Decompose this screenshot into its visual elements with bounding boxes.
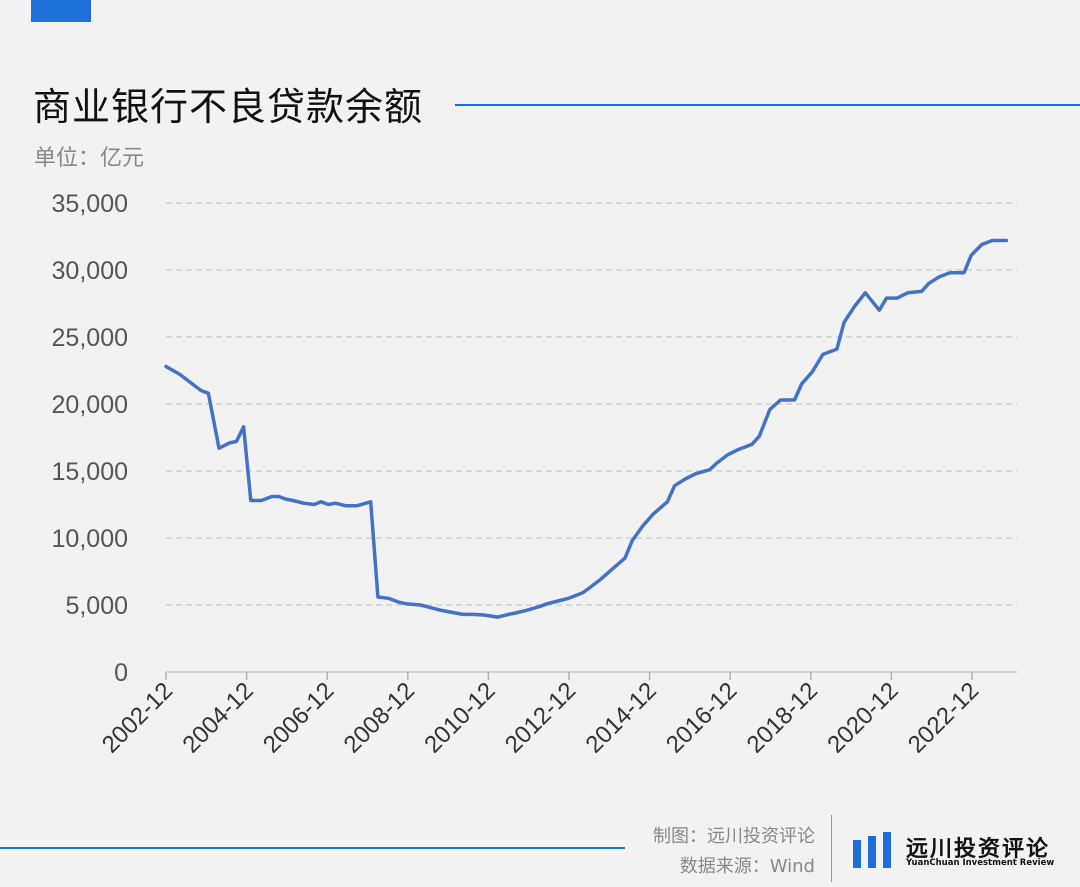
y-tick-label: 0 xyxy=(114,659,128,687)
logo-name: 远川投资评论 xyxy=(906,837,1051,862)
accent-block xyxy=(31,0,91,22)
gridlines xyxy=(166,202,1017,606)
x-tick-label: 2020-12 xyxy=(822,677,903,758)
x-tick-label: 2016-12 xyxy=(661,677,742,758)
data-source: 数据来源：Wind xyxy=(679,856,815,877)
y-tick-label: 15,000 xyxy=(52,458,128,486)
logo-subtitle: YuanChuan Investment Review xyxy=(906,858,1055,868)
x-tick-label: 2008-12 xyxy=(339,677,420,758)
x-tick-label: 2004-12 xyxy=(177,677,258,758)
series xyxy=(164,238,1009,619)
y-tick-label: 25,000 xyxy=(52,324,128,352)
y-tick-label: 10,000 xyxy=(52,525,128,553)
x-tick-label: 2006-12 xyxy=(258,677,339,758)
x-tick-label: 2012-12 xyxy=(500,677,581,758)
series-line-npl-balance xyxy=(164,238,1009,619)
y-tick-label: 30,000 xyxy=(52,257,128,285)
footer-rule xyxy=(0,847,625,849)
chart-credit: 制图：远川投资评论 xyxy=(653,826,815,847)
y-tick-label: 5,000 xyxy=(65,592,128,620)
x-tick-label: 2010-12 xyxy=(419,677,500,758)
x-tick-label: 2014-12 xyxy=(580,677,661,758)
x-tick-label: 2002-12 xyxy=(97,677,178,758)
y-axis-ticks: 0 5,000 10,000 15,000 20,000 25,000 30,000 35,0… xyxy=(52,190,128,687)
logo-icon xyxy=(853,832,891,868)
x-tick-label: 2018-12 xyxy=(742,677,823,758)
footer-divider xyxy=(831,815,832,882)
title-rule xyxy=(455,104,1080,106)
y-tick-label: 35,000 xyxy=(52,190,128,218)
x-axis: 2002-12 2004-12 2006-12 2008-12 2010-12 2012-… xyxy=(97,671,1017,759)
x-tick-label: 2022-12 xyxy=(903,677,984,758)
y-tick-label: 20,000 xyxy=(52,391,128,419)
chart-title: 商业银行不良贷款余额 xyxy=(33,85,424,129)
unit-label: 单位：亿元 xyxy=(34,146,145,171)
